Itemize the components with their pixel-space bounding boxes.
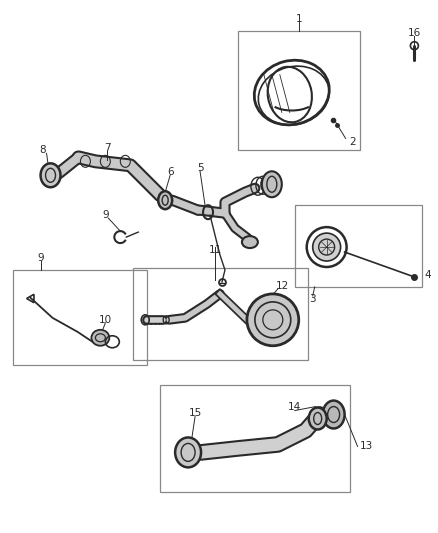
Bar (238, 31, 360, 150)
Text: 6: 6 (167, 167, 173, 177)
Ellipse shape (242, 236, 258, 248)
Ellipse shape (92, 330, 110, 346)
Ellipse shape (262, 171, 282, 197)
Ellipse shape (313, 233, 341, 261)
Bar (160, 385, 350, 492)
Text: 16: 16 (408, 28, 421, 38)
Text: 10: 10 (99, 315, 112, 325)
Text: 4: 4 (424, 270, 431, 280)
Ellipse shape (247, 294, 299, 346)
Bar (295, 205, 422, 287)
Ellipse shape (175, 438, 201, 467)
Ellipse shape (41, 163, 60, 187)
Text: 5: 5 (197, 163, 203, 173)
Text: 14: 14 (288, 401, 301, 411)
Text: 8: 8 (39, 146, 46, 155)
Text: 3: 3 (309, 294, 316, 304)
Text: 11: 11 (208, 245, 222, 255)
Text: 13: 13 (360, 441, 373, 451)
Text: 7: 7 (104, 143, 111, 154)
Text: 9: 9 (102, 210, 109, 220)
Text: 9: 9 (37, 253, 44, 263)
Bar (13, 270, 147, 365)
Text: 1: 1 (296, 14, 302, 24)
Text: 2: 2 (350, 138, 356, 148)
Ellipse shape (158, 191, 172, 209)
Bar (133, 268, 308, 360)
Text: 15: 15 (188, 408, 202, 417)
Text: 12: 12 (276, 281, 290, 291)
Ellipse shape (323, 401, 345, 429)
Ellipse shape (309, 408, 327, 430)
